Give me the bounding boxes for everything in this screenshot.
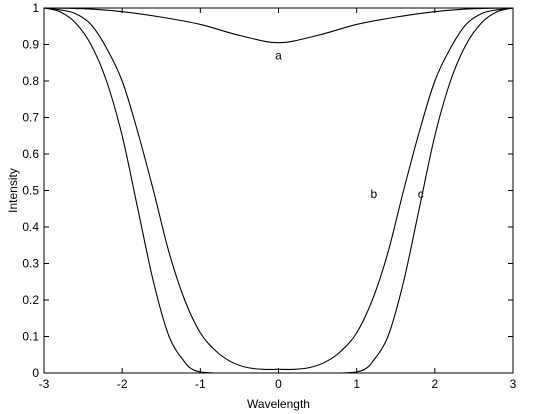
series-line-a xyxy=(43,7,514,44)
y-tick-label: 1 xyxy=(32,1,39,15)
x-tick-label: 3 xyxy=(510,377,517,391)
series-label-c: c xyxy=(418,187,424,201)
y-tick-label: 0.4 xyxy=(22,220,39,234)
series-line-c xyxy=(43,7,514,374)
y-axis: 0 0.1 0.2 0.3 0.4 0.5 0.6 0.7 0.8 0.9 1 xyxy=(22,1,513,380)
x-tick-label: 2 xyxy=(431,377,438,391)
y-tick-label: 0.5 xyxy=(22,184,39,198)
y-tick-label: 0.1 xyxy=(22,330,39,344)
y-tick-label: 0.9 xyxy=(22,38,39,52)
y-tick-label: 0.8 xyxy=(22,74,39,88)
y-tick-label: 0.6 xyxy=(22,147,39,161)
y-tick-label: 0.2 xyxy=(22,293,39,307)
y-tick-label: 0 xyxy=(32,366,39,380)
series-label-a: a xyxy=(275,48,282,62)
x-axis: -3 -2 -1 0 1 2 3 xyxy=(39,8,517,391)
series-label-b: b xyxy=(371,187,378,201)
x-tick-label: -3 xyxy=(39,377,50,391)
x-tick-label: 1 xyxy=(353,377,360,391)
series-line-b xyxy=(43,7,514,371)
y-tick-label: 0.7 xyxy=(22,111,39,125)
x-tick-label: 0 xyxy=(275,377,282,391)
x-tick-label: -1 xyxy=(195,377,206,391)
x-tick-label: -2 xyxy=(117,377,128,391)
series-curves xyxy=(43,7,514,374)
x-axis-label: Wavelength xyxy=(247,397,310,411)
y-axis-label: Intensity xyxy=(6,168,20,213)
series-labels: a b c xyxy=(275,48,424,201)
y-tick-label: 0.3 xyxy=(22,257,39,271)
